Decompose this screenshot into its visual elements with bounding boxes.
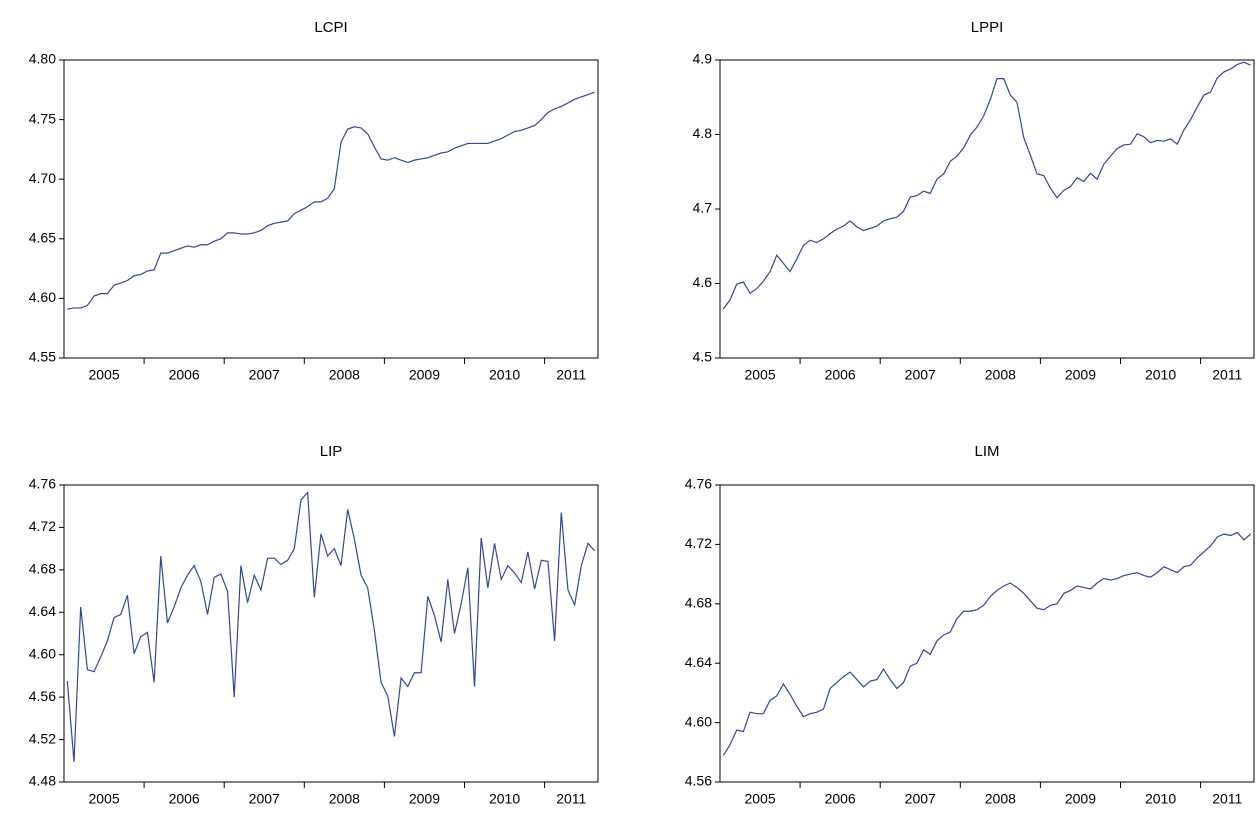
y-tick-label: 4.8: [693, 125, 713, 141]
x-tick-label: 2010: [489, 367, 520, 383]
panel-title: LCPI: [314, 19, 347, 36]
plot-frame: [63, 59, 599, 359]
data-line: [67, 91, 595, 310]
x-tick-label: 2005: [744, 367, 775, 383]
x-tick-label: 2005: [88, 367, 119, 383]
x-tick-label: 2011: [556, 791, 586, 807]
y-tick-label: 4.60: [29, 289, 56, 305]
x-tick-label: 2006: [825, 791, 856, 807]
y-tick-label: 4.52: [29, 730, 56, 746]
data-line: [66, 490, 596, 762]
y-tick-label: 4.65: [29, 230, 56, 246]
x-tick-label: 2011: [1212, 791, 1242, 807]
y-tick-label: 4.6: [693, 274, 713, 290]
y-tick-label: 4.68: [685, 595, 712, 611]
y-tick-label: 4.60: [685, 713, 712, 729]
x-tick-label: 2011: [1212, 367, 1242, 383]
y-tick-label: 4.7: [693, 200, 713, 216]
y-tick-label: 4.55: [29, 349, 56, 365]
plot-frame: [63, 484, 599, 783]
x-tick-label: 2008: [985, 791, 1016, 807]
x-tick-label: 2008: [329, 367, 360, 383]
y-tick-label: 4.56: [29, 688, 56, 704]
x-tick-label: 2006: [825, 367, 856, 383]
x-tick-label: 2007: [905, 367, 936, 383]
y-tick-label: 4.72: [685, 535, 712, 551]
x-tick-label: 2006: [169, 791, 200, 807]
x-tick-label: 2005: [88, 791, 119, 807]
x-tick-label: 2011: [556, 367, 586, 383]
x-tick-label: 2009: [409, 367, 440, 383]
x-tick-label: 2009: [1065, 367, 1096, 383]
y-tick-label: 4.68: [29, 561, 56, 577]
y-tick-label: 4.64: [685, 654, 712, 670]
panel-title: LPPI: [971, 19, 1004, 36]
x-tick-label: 2008: [329, 791, 360, 807]
plot-frame: [719, 484, 1255, 783]
y-tick-label: 4.9: [693, 51, 713, 67]
x-tick-label: 2005: [744, 791, 775, 807]
y-tick-label: 4.76: [29, 476, 56, 492]
panel-title: LIP: [320, 443, 343, 460]
x-tick-label: 2009: [409, 791, 440, 807]
x-tick-label: 2010: [1145, 791, 1176, 807]
y-tick-label: 4.60: [29, 645, 56, 661]
panel-title: LIM: [974, 443, 999, 460]
x-tick-label: 2007: [249, 367, 280, 383]
data-line: [722, 531, 1252, 756]
plot-frame: [719, 59, 1255, 359]
x-tick-label: 2010: [489, 791, 520, 807]
x-tick-label: 2010: [1145, 367, 1176, 383]
data-line: [722, 61, 1251, 310]
y-tick-label: 4.76: [685, 476, 712, 492]
y-tick-label: 4.80: [29, 51, 56, 67]
x-tick-label: 2006: [169, 367, 200, 383]
y-tick-label: 4.75: [29, 110, 56, 126]
x-tick-label: 2007: [249, 791, 280, 807]
y-tick-label: 4.56: [685, 773, 712, 789]
x-tick-label: 2009: [1065, 791, 1096, 807]
x-tick-label: 2008: [985, 367, 1016, 383]
y-tick-label: 4.72: [29, 518, 56, 534]
x-tick-label: 2007: [905, 791, 936, 807]
y-tick-label: 4.70: [29, 170, 56, 186]
y-tick-label: 4.48: [29, 773, 56, 789]
y-tick-label: 4.64: [29, 603, 56, 619]
y-tick-label: 4.5: [693, 349, 713, 365]
